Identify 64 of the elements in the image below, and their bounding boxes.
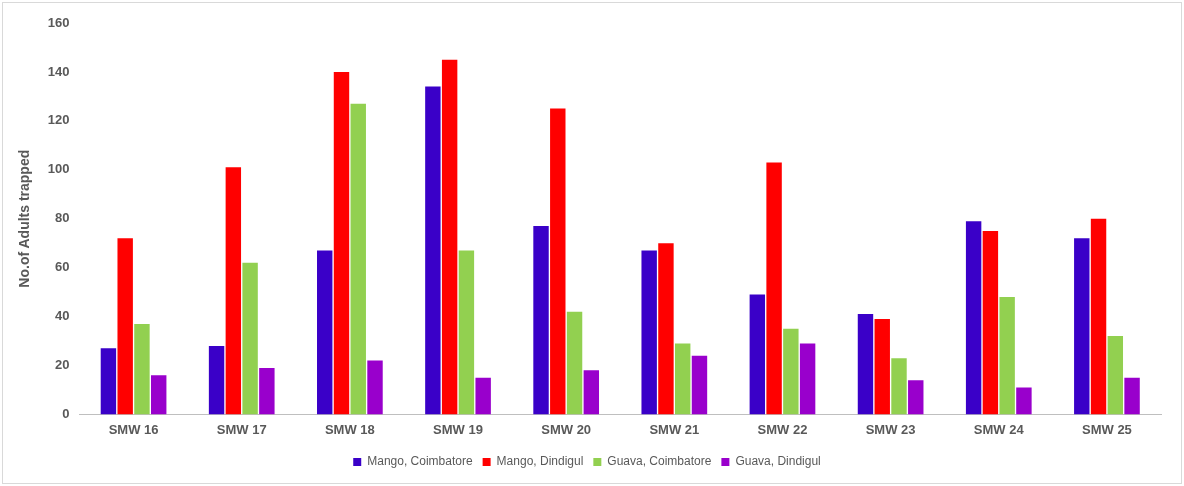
bar [658,243,674,415]
x-tick-label: SMW 24 [973,421,1025,437]
bar [766,162,782,415]
bar [1074,238,1090,415]
y-axis-title: No.of Adults trapped [16,149,33,288]
x-tick-label: SMW 17 [216,421,267,437]
bar [441,59,458,415]
legend-label: Guava, Coimbatore [607,454,712,469]
bar [566,311,583,415]
bar [425,86,441,415]
bar [533,226,549,415]
bar [1090,218,1107,415]
bar [350,103,366,415]
bar [550,108,566,415]
bar [857,314,874,415]
bar [1107,336,1124,415]
bar [1016,387,1032,415]
bar [999,296,1015,415]
x-tick-label: SMW 21 [649,421,700,437]
bar [1124,377,1140,415]
x-tick-label: SMW 19 [433,421,483,437]
bar [100,348,117,415]
x-tick-label: SMW 18 [324,421,375,437]
bar [458,250,475,415]
bar [982,230,999,415]
y-tick-label: 40 [55,308,70,324]
y-tick-label: 100 [47,161,70,177]
legend-label: Mango, Dindigul [496,454,584,469]
bar [225,167,242,415]
bar [367,360,383,415]
bar [151,375,167,415]
bar [874,319,890,415]
y-tick-label: 140 [47,63,70,79]
y-tick-label: 80 [55,210,70,226]
x-tick-label: SMW 23 [865,421,916,437]
bar [317,250,333,415]
bar [242,262,258,415]
bar [908,380,924,415]
x-tick-label: SMW 25 [1082,421,1132,437]
y-tick-label: 160 [47,14,70,30]
bar [134,323,150,415]
bar [475,377,491,415]
bar [965,221,982,415]
bar [333,71,350,415]
legend-label: Mango, Coimbatore [367,454,473,469]
x-tick-label: SMW 20 [541,421,592,437]
y-tick-label: 20 [55,357,70,373]
bar [691,355,708,415]
y-tick-label: 60 [55,259,70,275]
x-tick-label: SMW 22 [757,421,808,437]
bar [117,238,133,415]
y-tick-label: 0 [62,405,70,421]
bar [208,345,225,415]
bar [674,343,691,415]
y-tick-label: 120 [47,112,70,128]
bar [799,343,816,415]
bar [583,370,600,415]
legend-label: Guava, Dindigul [735,454,821,469]
bar [783,328,799,415]
x-tick-label: SMW 16 [108,421,159,437]
bar [641,250,657,415]
bar [259,367,275,415]
bar [749,294,766,415]
bar [891,358,907,415]
